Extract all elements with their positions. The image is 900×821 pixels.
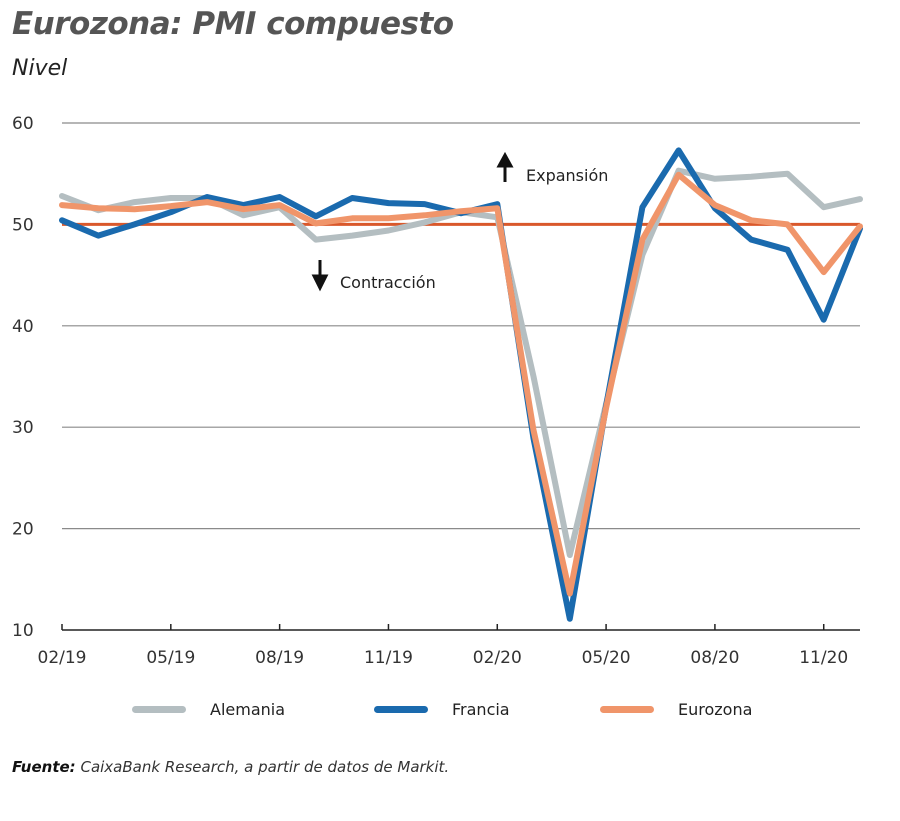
y-tick-label-50: 50: [12, 215, 34, 235]
arrow-up-icon: [496, 151, 514, 182]
chart-subtitle: Nivel: [12, 56, 68, 81]
source-label: Fuente:: [12, 758, 76, 776]
annotation-expansion: Expansión: [526, 166, 608, 185]
legend-swatch-eurozona: [600, 706, 654, 713]
annotation-contraction: Contracción: [340, 273, 436, 292]
chart-title: Eurozona: PMI compuesto: [12, 6, 454, 42]
expansion-annotation: Expansión: [496, 151, 608, 185]
series-lines: [59, 147, 863, 622]
legend: Alemania Francia Eurozona: [0, 700, 900, 728]
y-tick-label-40: 40: [12, 317, 34, 337]
y-tick-label-10: 10: [12, 621, 34, 641]
x-tick-label: 02/20: [473, 648, 522, 668]
x-tick-label: 08/19: [255, 648, 304, 668]
series-line-francia: [59, 147, 863, 622]
series-line-eurozona: [59, 171, 863, 597]
legend-label-francia: Francia: [452, 700, 510, 719]
y-tick-label-60: 60: [12, 114, 34, 134]
annotations: Expansión Contracción: [311, 151, 608, 292]
x-tick-label: 02/19: [38, 648, 87, 668]
x-tick-label: 11/20: [799, 648, 848, 668]
source-text: CaixaBank Research, a partir de datos de…: [80, 758, 450, 776]
contraction-annotation: Contracción: [311, 260, 436, 292]
arrow-down-icon: [311, 260, 329, 292]
line-chart: 10 20 30 40 50 60 02/19 05/19 08/19 11/19 02/20 05…: [12, 114, 863, 668]
legend-label-alemania: Alemania: [210, 700, 286, 719]
legend-swatch-alemania: [132, 706, 186, 713]
x-tick-label: 05/19: [146, 648, 195, 668]
y-tick-label-20: 20: [12, 520, 34, 540]
gridlines: [62, 122, 860, 530]
x-tick-label: 08/20: [690, 648, 739, 668]
x-tick-label: 05/20: [582, 648, 631, 668]
legend-item-alemania: Alemania: [132, 700, 285, 719]
y-axis-ticks: 10 20 30 40 50 60: [12, 114, 34, 641]
legend-item-eurozona: Eurozona: [600, 700, 752, 719]
y-tick-label-30: 30: [12, 418, 34, 438]
x-tick-label: 11/19: [364, 648, 413, 668]
legend-item-francia: Francia: [374, 700, 510, 719]
x-axis: 02/19 05/19 08/19 11/19 02/20 05/20 08/20 11/20: [38, 624, 860, 668]
legend-swatch-francia: [374, 706, 428, 713]
legend-label-eurozona: Eurozona: [678, 700, 753, 719]
source-note: Fuente: CaixaBank Research, a partir de …: [12, 758, 449, 776]
